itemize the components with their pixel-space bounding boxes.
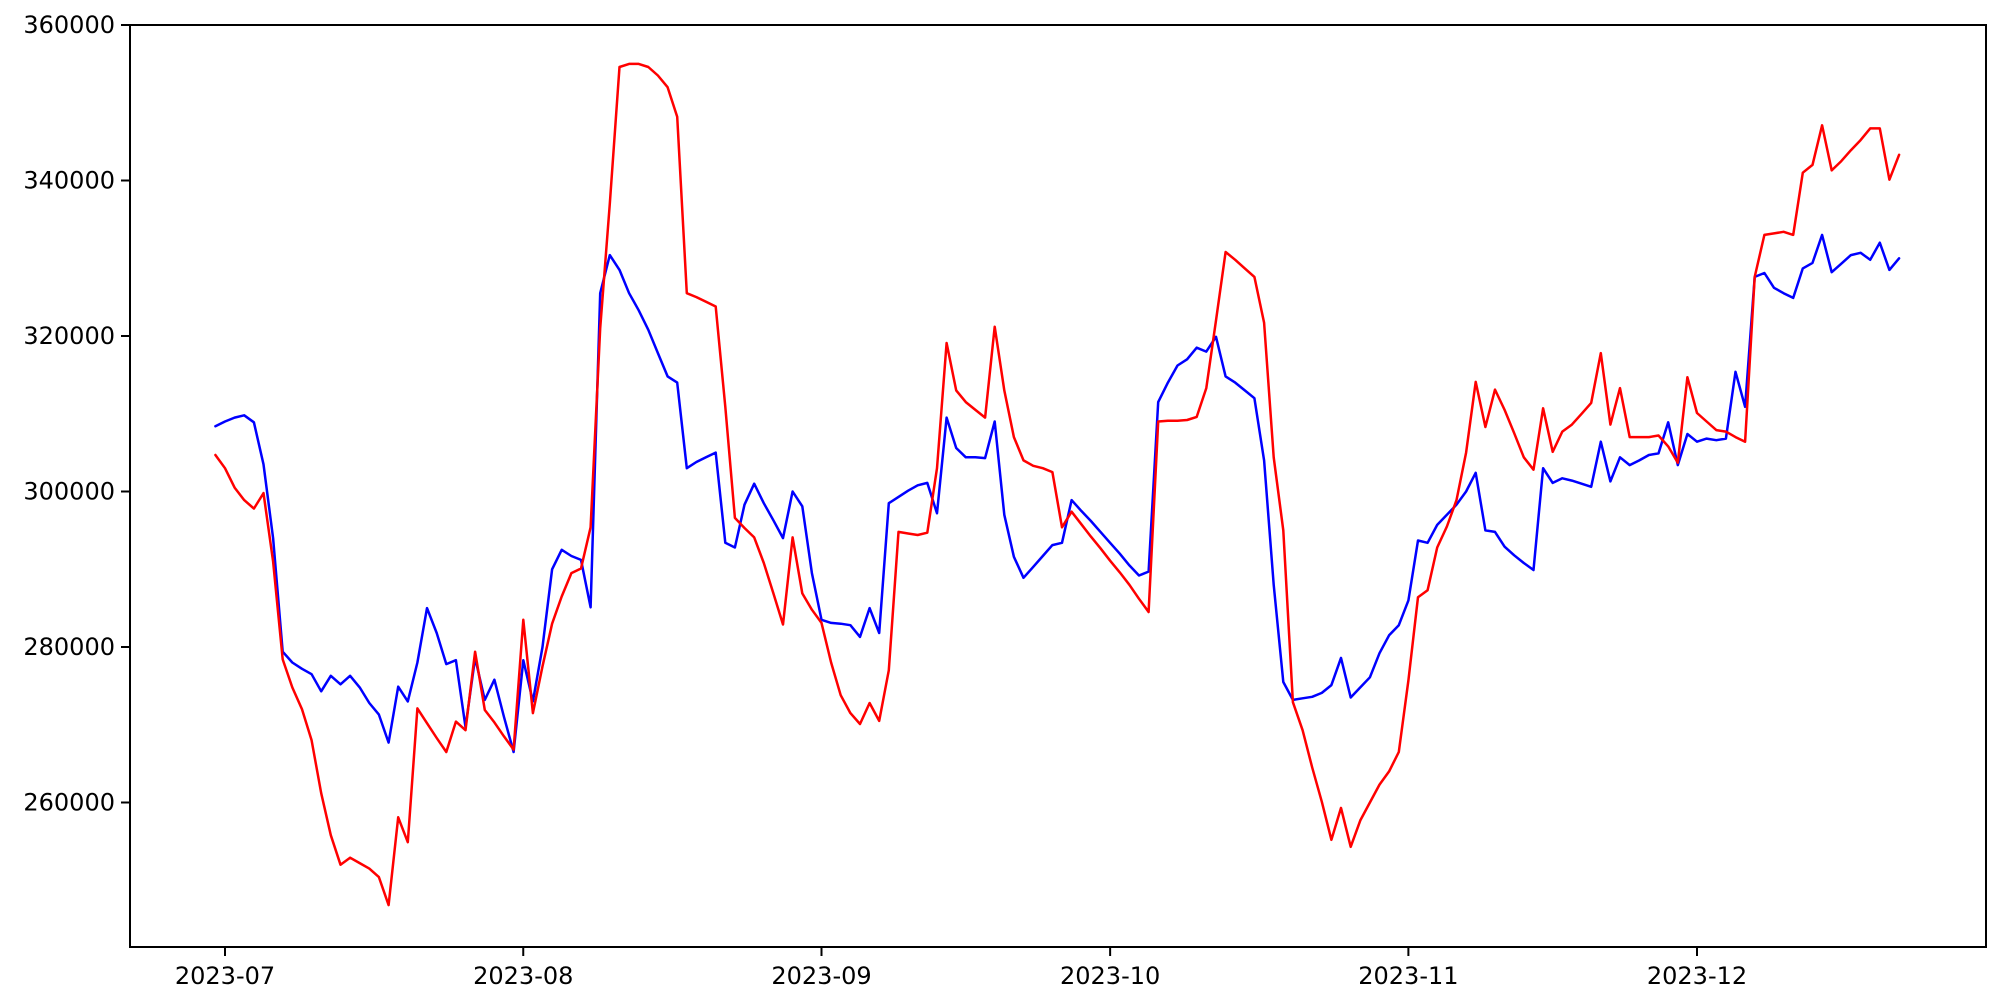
x-tick-label: 2023-08	[473, 962, 573, 990]
x-tick-label: 2023-09	[771, 962, 871, 990]
y-tick-label: 340000	[23, 167, 115, 195]
x-tick-label: 2023-12	[1647, 962, 1747, 990]
y-tick-label: 320000	[23, 322, 115, 350]
y-tick-label: 300000	[23, 478, 115, 506]
y-tick-label: 360000	[23, 11, 115, 39]
y-tick-label: 280000	[23, 633, 115, 661]
x-tick-label: 2023-07	[175, 962, 275, 990]
red-series-line	[214, 62, 1901, 907]
plot-area-spines	[129, 24, 1987, 948]
x-tick-label: 2023-10	[1060, 962, 1160, 990]
y-tick-label: 260000	[23, 789, 115, 817]
x-tick-label: 2023-11	[1358, 962, 1458, 990]
blue-series-line	[214, 233, 1901, 754]
